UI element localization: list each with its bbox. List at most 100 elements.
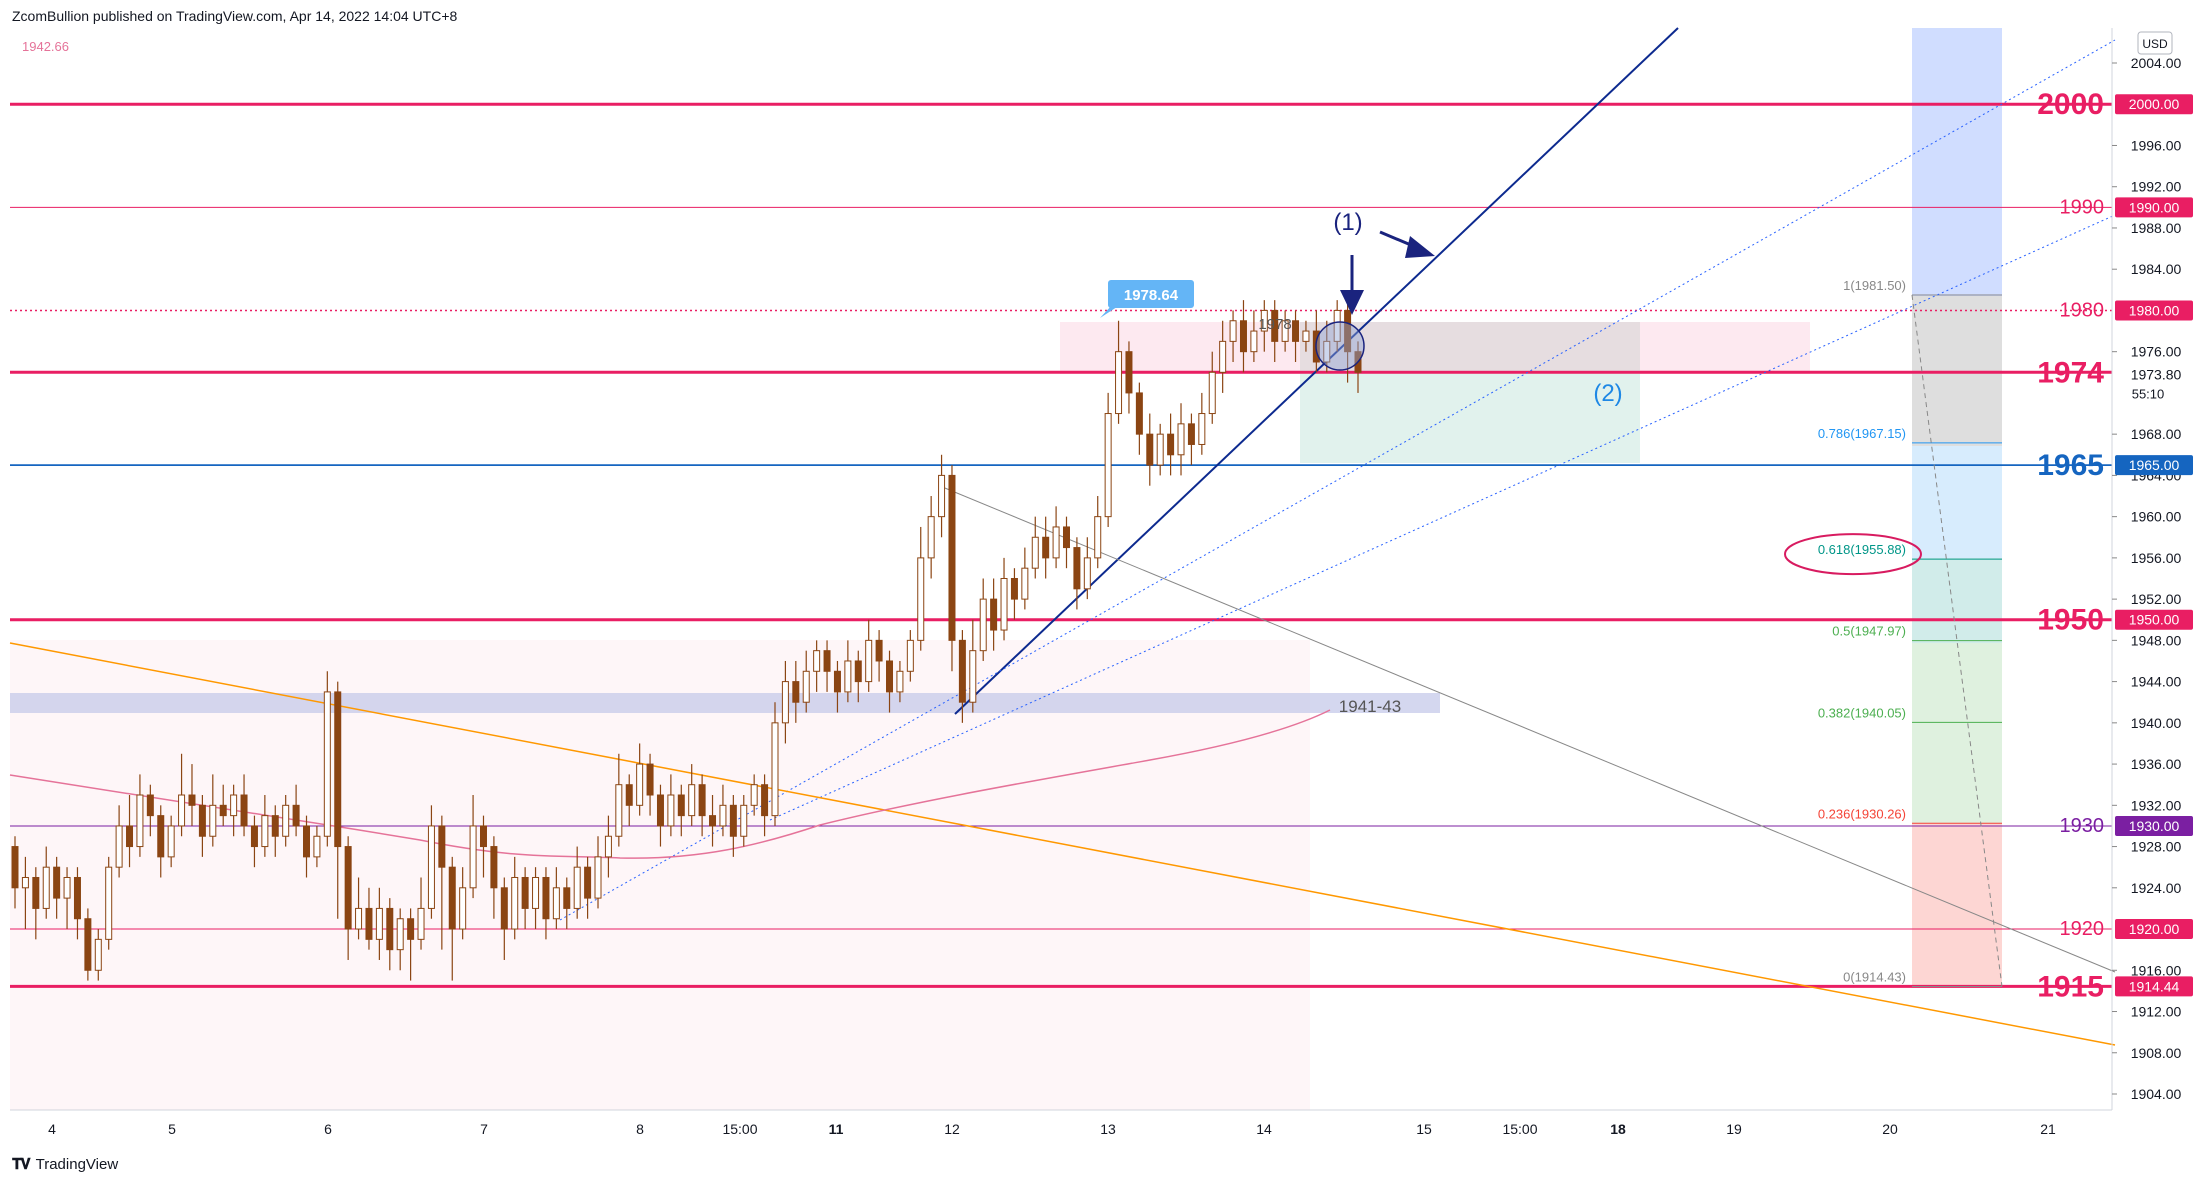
candle-body — [500, 887, 508, 930]
price-tick-label: 1936.00 — [2131, 756, 2182, 772]
fib-label-5: 0.236(1930.26) — [1818, 806, 1906, 821]
candle-body — [667, 794, 675, 827]
level-box-label-1950: 1950.00 — [2129, 612, 2180, 628]
pink-zone-base — [10, 970, 1310, 1020]
right-arrow-icon — [1405, 236, 1435, 258]
time-tick-label: 8 — [636, 1121, 644, 1137]
candle-body — [1187, 423, 1195, 445]
marker-1-label: (1) — [1333, 209, 1362, 236]
candle-body — [802, 670, 810, 703]
price-tick-label: 1916.00 — [2131, 962, 2182, 978]
candle-body — [688, 784, 696, 817]
candle-body — [1167, 433, 1175, 456]
candle-body — [750, 784, 758, 806]
candle-body — [792, 681, 800, 703]
currency-badge — [2137, 31, 2173, 55]
candle-body — [833, 670, 841, 693]
candle-body — [1062, 526, 1070, 549]
zone-1941-43 — [10, 693, 1440, 713]
candle-body — [761, 784, 769, 817]
candle-body — [11, 846, 19, 889]
candle-body — [1219, 340, 1227, 373]
pink-zone-bottom — [10, 1020, 1310, 1095]
candle-body — [709, 815, 717, 827]
price-tick-label: 2004.00 — [2131, 55, 2182, 71]
time-tick-label: 13 — [1100, 1121, 1116, 1137]
candle-body — [63, 876, 71, 899]
candle-body — [958, 639, 966, 703]
price-tick-label: 1948.00 — [2131, 632, 2182, 648]
price-tick-label: 1932.00 — [2131, 797, 2182, 813]
candle-body — [73, 876, 81, 920]
candle-body — [1010, 578, 1018, 600]
fib-label-6: 0(1914.43) — [1843, 969, 1906, 984]
candle-body — [636, 763, 644, 806]
time-tick-label: 6 — [324, 1121, 332, 1137]
gray-downtrend-line — [939, 485, 2116, 973]
footer-brand[interactable]: 𝐓𝐕 TradingView — [12, 1156, 118, 1173]
candle-body — [1083, 557, 1091, 590]
candle-body — [115, 825, 123, 868]
candle-body — [209, 804, 217, 837]
background-zones — [10, 28, 2002, 1110]
candle-body — [250, 825, 258, 848]
candle-body — [1229, 320, 1237, 342]
reward-zone — [1300, 370, 1640, 463]
candle-body — [261, 815, 269, 848]
candle-body — [1344, 309, 1352, 353]
fib-label-0: 1(1981.50) — [1843, 278, 1906, 293]
price-tick-label: 1976.00 — [2131, 344, 2182, 360]
time-tick-label: 19 — [1726, 1121, 1742, 1137]
time-axis[interactable]: 4 5 6 7 8 15:00 11 12 13 14 15 15:00 18 19 20 21 — [10, 1109, 2112, 1137]
level-box-1965 — [2115, 455, 2193, 476]
time-tick-label: 15:00 — [1502, 1121, 1537, 1137]
price-tick-label: 1912.00 — [2131, 1004, 2182, 1020]
price-tick-label: 1928.00 — [2131, 839, 2182, 855]
candle-body — [573, 866, 581, 909]
candle-body — [521, 876, 529, 909]
price-axis[interactable]: USD 2004.00 1996.00 1992.00 1988.00 1984.00 19… — [2111, 28, 2193, 1110]
candle-body — [1094, 516, 1102, 559]
candle-body — [136, 794, 144, 848]
candle-body — [844, 660, 852, 693]
level-box-label-1915: 1914.44 — [2129, 978, 2180, 994]
time-tick-label: 11 — [829, 1121, 844, 1137]
high-callout-box — [1108, 280, 1194, 308]
candle-body — [188, 794, 196, 806]
candle-body — [615, 784, 623, 837]
level-box-label-1920: 1920.00 — [2129, 921, 2180, 937]
candle-body — [511, 876, 519, 930]
candle-body — [344, 846, 352, 930]
candle-body — [105, 866, 113, 940]
candle-body — [146, 794, 154, 817]
price-tick-label: 1992.00 — [2131, 179, 2182, 195]
high-callout-pointer — [1100, 305, 1120, 318]
candle-body — [865, 639, 873, 683]
level-box-label-1930: 1930.00 — [2129, 818, 2180, 834]
candle-body — [448, 866, 456, 930]
level-box-1980 — [2115, 300, 2193, 321]
candle-body — [938, 474, 946, 518]
fib-label-1: 0.786(1967.15) — [1818, 426, 1906, 441]
bar-countdown: 55:10 — [2132, 386, 2165, 401]
candle-body — [271, 815, 279, 837]
candle-body — [355, 907, 363, 930]
candle-body — [490, 846, 498, 889]
level-label-1990: 1990 — [2060, 196, 2105, 218]
candle-body — [1073, 547, 1081, 590]
candle-body — [282, 804, 290, 837]
candle-body — [1250, 330, 1258, 353]
candle-body — [459, 887, 467, 930]
fib-red — [1912, 823, 2002, 988]
high-callout-label: 1978.64 — [1124, 287, 1179, 304]
time-tick-label: 12 — [944, 1121, 960, 1137]
candle-body — [1104, 413, 1112, 518]
candle-body — [927, 516, 935, 559]
level-box-1990 — [2115, 197, 2193, 218]
candle-body — [1177, 423, 1185, 456]
level-label-1930: 1930 — [2060, 815, 2105, 837]
time-tick-label: 18 — [1610, 1121, 1626, 1137]
candle-body — [219, 804, 227, 817]
price-tick-label: 1960.00 — [2131, 509, 2182, 525]
